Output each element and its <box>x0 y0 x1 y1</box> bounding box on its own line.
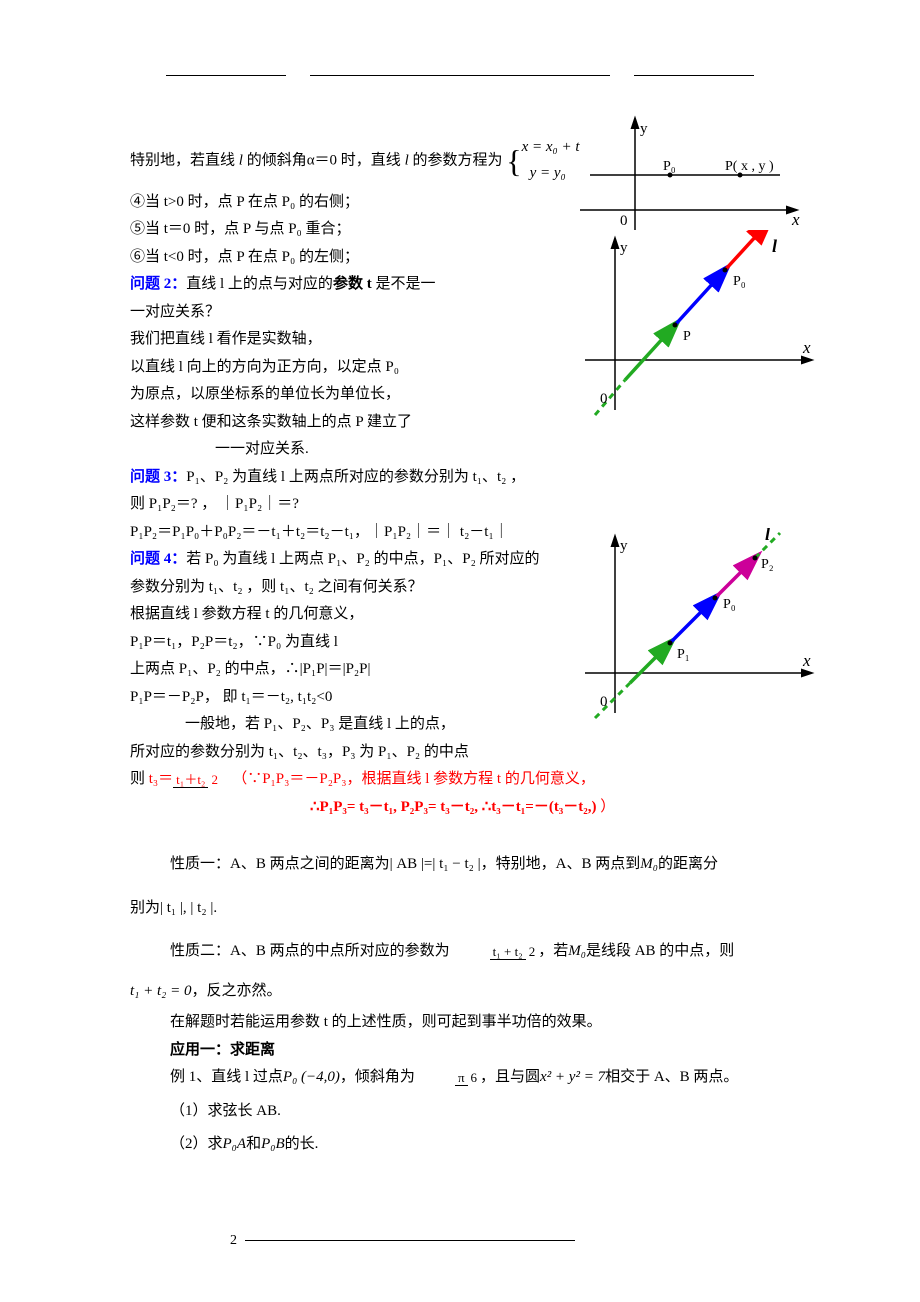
q2-a: 直线 l 上的点与对应的 <box>186 276 333 292</box>
prop1-c: 的距离分 <box>658 856 718 872</box>
prop1-d-pre: 别为 <box>130 900 160 916</box>
q3-label: 问题 3： <box>130 469 186 485</box>
figure-2: y x 0 l P₀ P <box>575 230 815 430</box>
q3-a: P₁、P₂ 为直线 l 上两点所对应的参数分别为 t₁、t₂ ， <box>186 469 525 485</box>
page-number: 2 <box>230 1233 237 1248</box>
q4-i: 则 t₃＝t₁＋t₂2 （∵P₁P₃＝－P₂P₃，根据直线 l 参数方程 t 的… <box>130 767 790 793</box>
q4-h: 所对应的参数分别为 t₁、t₂、t₃，P₃ 为 P₁、P₂ 的中点 <box>130 740 790 766</box>
fig3-x-label: x <box>802 651 811 670</box>
q2-a2: 是不是一 <box>375 276 435 292</box>
app1-title: 应用一：求距离 <box>130 1038 790 1064</box>
fig1-P0-label: P₀ <box>663 159 676 174</box>
footer: 2 <box>130 1228 790 1254</box>
figure-1: y x 0 P₀ P( x , y ) <box>570 115 810 245</box>
fig2-P-label: P <box>683 329 691 344</box>
fig2-l-label: l <box>772 236 777 256</box>
q3-line1: 问题 3：P₁、P₂ 为直线 l 上两点所对应的参数分别为 t₁、t₂ ， <box>130 465 790 491</box>
ex1-frac-d: 6 <box>468 1070 481 1085</box>
fig2-O-label: 0 <box>600 391 608 407</box>
fig3-l-label: l <box>765 528 770 544</box>
prop1-d-post: . <box>213 900 217 916</box>
fig3-P0-label: P₀ <box>723 597 736 612</box>
eq-bot: y = y₀ <box>522 165 566 181</box>
ex1-post: 相交于 A、B 两点。 <box>605 1069 738 1085</box>
q4-j-close: ） <box>600 799 615 815</box>
fig3-P2-label: P₂ <box>761 557 774 572</box>
fig1-x-label: x <box>791 210 800 229</box>
top-rule <box>130 60 790 86</box>
q3-b: 则 P₁P₂＝? ， ｜P₁P₂｜＝? <box>130 492 790 518</box>
prop1-cont: 别为| t₁ |, | t₂ |. <box>130 896 790 922</box>
fig1-O-label: 0 <box>620 213 628 229</box>
prop2-d-post: ，反之亦然。 <box>192 983 282 999</box>
prop1-ab: | AB |=| t₁ − t₂ | <box>390 856 481 872</box>
q4-i-post: （∵P₁P₃＝－P₂P₃，根据直线 l 参数方程 t 的几何意义， <box>232 771 595 787</box>
ex1-p0: P₀ (−4,0) <box>283 1069 340 1085</box>
example1: 例 1、直线 l 过点P₀ (−4,0)，倾斜角为 π6，且与圆x² + y² =… <box>130 1065 790 1091</box>
text: 特别地，若直线 <box>130 152 235 168</box>
sub2-post: 的长. <box>285 1136 319 1152</box>
prop1: 性质一：A、B 两点之间的距离为| AB |=| t₁ − t₂ |，特别地，A… <box>130 852 790 878</box>
sub2-pb: P₀B <box>261 1136 285 1152</box>
prop2-m0: M₀ <box>568 943 586 959</box>
q4-label: 问题 4： <box>130 551 186 567</box>
q4-a: 若 P₀ 为直线 l 上两点 P₁、P₂ 的中点，P₁、P₂ 所对应的 <box>186 551 539 567</box>
fig2-x-label: x <box>802 338 811 357</box>
fig3-y-label: y <box>620 538 628 554</box>
prop1-b: ，特别地，A、B 两点到 <box>481 856 641 872</box>
ex1-mid: ，倾斜角为 <box>340 1069 415 1085</box>
frac-d: 2 <box>208 772 221 787</box>
brace-equation: { x = x₀ + t y = y₀ <box>506 134 579 188</box>
prop1-a: 性质一：A、B 两点之间的距离为 <box>170 856 390 872</box>
frac-n: t₁＋t₂ <box>173 772 208 788</box>
ex1-mid2: ，且与圆 <box>480 1069 540 1085</box>
page: y x 0 P₀ P( x , y ) <box>0 0 920 1293</box>
prop2-frac-d: 2 <box>526 944 539 959</box>
q2-label: 问题 2： <box>130 276 186 292</box>
fig2-y-label: y <box>620 240 628 256</box>
q2-g: 一一对应关系. <box>215 437 790 463</box>
l: l <box>235 152 247 168</box>
fig1-y-label: y <box>640 121 648 137</box>
sub2-mid: 和 <box>246 1136 261 1152</box>
l: l <box>401 152 413 168</box>
sub2-pa: P₀A <box>223 1136 247 1152</box>
prop1-m0: M₀ <box>640 856 658 872</box>
q2-bold: 参数 t <box>333 276 376 292</box>
sub2-pre: （2）求 <box>170 1136 223 1152</box>
prop2-cont: t₁ + t₂ = 0，反之亦然。 <box>130 979 790 1005</box>
ex1-circle: x² + y² = 7 <box>540 1069 605 1085</box>
q4-j: ∴P₁P₃= t₃－t₁, P₂P₃= t₃－t₂, ∴t₃－t₁=－(t₃－t… <box>310 795 790 821</box>
prop2-d-eq: t₁ + t₂ = 0 <box>130 983 192 999</box>
ex1-frac-n: π <box>455 1070 468 1086</box>
ex1-pre: 例 1、直线 l 过点 <box>170 1069 283 1085</box>
q4-i-t3: t₃＝t₁＋t₂2 <box>149 771 225 787</box>
figure-3: y x 0 l P₁ P₀ P₂ <box>575 528 815 733</box>
prop2-frac-n: t₁ + t₂ <box>490 944 526 960</box>
text: 的参数方程为 <box>412 152 502 168</box>
t3-eq: t₃＝ <box>149 771 173 787</box>
text: 的倾斜角α＝0 时，直线 <box>247 152 401 168</box>
prop2: 性质二：A、B 两点的中点所对应的参数为 t₁ + t₂2，若M₀是线段 AB 的… <box>130 939 790 965</box>
sub2: （2）求P₀A和P₀B的长. <box>130 1132 790 1158</box>
q4-i-pre: 则 <box>130 771 145 787</box>
usage-note: 在解题时若能运用参数 t 的上述性质，则可起到事半功倍的效果。 <box>130 1010 790 1036</box>
fig1-P-label: P( x , y ) <box>725 159 774 174</box>
q4-j-text: ∴P₁P₃= t₃－t₁, P₂P₃= t₃－t₂, ∴t₃－t₁=－(t₃－t… <box>310 799 600 815</box>
prop2-a: 性质二：A、B 两点的中点所对应的参数为 <box>170 943 450 959</box>
fig3-O-label: 0 <box>600 694 608 710</box>
fig3-P1-label: P₁ <box>677 647 690 662</box>
sub1: （1）求弦长 AB. <box>130 1099 790 1125</box>
prop2-b: ，若 <box>538 943 568 959</box>
prop1-d-t: | t₁ |, | t₂ | <box>160 900 213 916</box>
fig2-P0-label: P₀ <box>733 274 746 289</box>
prop2-c: 是线段 AB 的中点，则 <box>586 943 734 959</box>
